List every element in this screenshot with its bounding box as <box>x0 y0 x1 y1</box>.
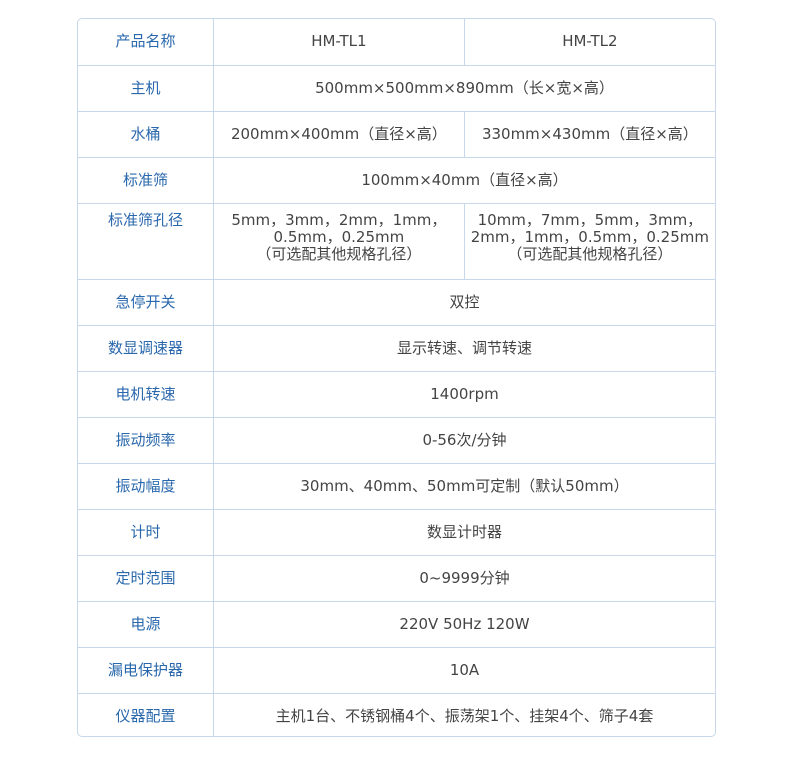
table-row: 定时范围 0~9999分钟 <box>78 554 715 602</box>
row-value: 1400rpm <box>213 370 715 418</box>
model-name: HM-TL2 <box>463 19 715 66</box>
row-label: 漏电保护器 <box>78 646 214 694</box>
row-label: 标准筛 <box>78 156 214 204</box>
row-value: 100mm×40mm（直径×高） <box>213 156 715 204</box>
row-value: 0-56次/分钟 <box>213 416 715 464</box>
row-value: 0~9999分钟 <box>213 554 715 602</box>
value-line: 2mm，1mm，0.5mm，0.25mm <box>470 227 709 246</box>
row-value: 显示转速、调节转速 <box>213 324 715 372</box>
row-label: 电源 <box>78 600 214 648</box>
row-value: 500mm×500mm×890mm（长×宽×高） <box>213 64 715 112</box>
row-value: 数显计时器 <box>213 508 715 556</box>
table-row: 数显调速器 显示转速、调节转速 <box>78 324 715 372</box>
table-row: 振动频率 0-56次/分钟 <box>78 416 715 464</box>
table-row: 漏电保护器 10A <box>78 646 715 694</box>
row-value: 30mm、40mm、50mm可定制（默认50mm） <box>213 462 715 510</box>
spec-table: 产品名称 HM-TL1 HM-TL2 主机 500mm×500mm×890mm（… <box>77 18 716 737</box>
row-value: 10A <box>213 646 715 694</box>
row-value: 330mm×430mm（直径×高） <box>463 110 715 158</box>
table-row: 水桶 200mm×400mm（直径×高） 330mm×430mm（直径×高） <box>78 110 715 158</box>
row-label: 振动幅度 <box>78 462 214 510</box>
row-label: 计时 <box>78 508 214 556</box>
row-label: 数显调速器 <box>78 324 214 372</box>
row-label: 产品名称 <box>78 19 214 66</box>
row-label: 仪器配置 <box>78 692 214 736</box>
table-header-row: 产品名称 HM-TL1 HM-TL2 <box>78 19 715 66</box>
table-row: 振动幅度 30mm、40mm、50mm可定制（默认50mm） <box>78 462 715 510</box>
row-value: 10mm，7mm，5mm，3mm， 2mm，1mm，0.5mm，0.25mm （… <box>463 202 715 280</box>
value-line: （可选配其他规格孔径） <box>507 244 673 263</box>
row-value: 220V 50Hz 120W <box>213 600 715 648</box>
value-line: 0.5mm，0.25mm <box>273 227 405 246</box>
table-row: 仪器配置 主机1台、不锈钢桶4个、振荡架1个、挂架4个、筛子4套 <box>78 692 715 736</box>
value-line: 5mm，3mm，2mm，1mm， <box>231 210 447 229</box>
row-value: 主机1台、不锈钢桶4个、振荡架1个、挂架4个、筛子4套 <box>213 692 715 736</box>
row-label: 标准筛孔径 <box>78 202 214 280</box>
table-row: 电机转速 1400rpm <box>78 370 715 418</box>
row-label: 主机 <box>78 64 214 112</box>
model-name: HM-TL1 <box>213 19 465 66</box>
table-row: 主机 500mm×500mm×890mm（长×宽×高） <box>78 64 715 112</box>
row-label: 电机转速 <box>78 370 214 418</box>
row-value: 双控 <box>213 278 715 326</box>
row-label: 水桶 <box>78 110 214 158</box>
row-value: 5mm，3mm，2mm，1mm， 0.5mm，0.25mm （可选配其他规格孔径… <box>213 202 465 280</box>
table-row: 电源 220V 50Hz 120W <box>78 600 715 648</box>
table-row: 标准筛孔径 5mm，3mm，2mm，1mm， 0.5mm，0.25mm （可选配… <box>78 202 715 280</box>
value-line: 10mm，7mm，5mm，3mm， <box>477 210 703 229</box>
table-row: 急停开关 双控 <box>78 278 715 326</box>
table-row: 标准筛 100mm×40mm（直径×高） <box>78 156 715 204</box>
row-value: 200mm×400mm（直径×高） <box>213 110 465 158</box>
table-row: 计时 数显计时器 <box>78 508 715 556</box>
value-line: （可选配其他规格孔径） <box>256 244 422 263</box>
row-label: 振动频率 <box>78 416 214 464</box>
row-label: 定时范围 <box>78 554 214 602</box>
row-label: 急停开关 <box>78 278 214 326</box>
